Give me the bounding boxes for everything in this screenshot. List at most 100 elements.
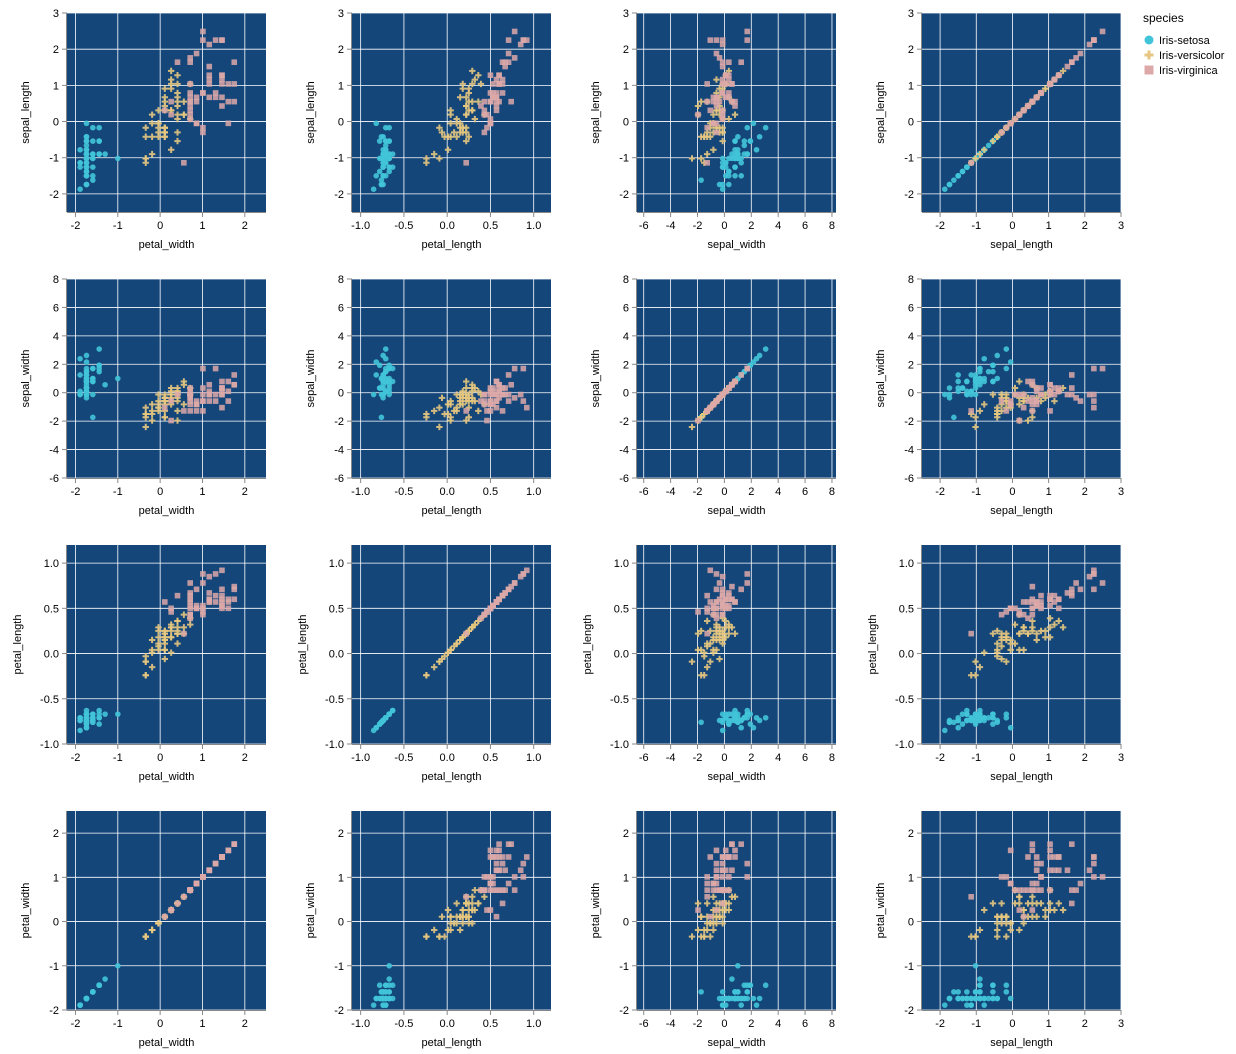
point-iris-setosa	[380, 1002, 386, 1008]
y-tick-label: 0.0	[899, 649, 914, 661]
point-iris-versicolor	[1024, 913, 1032, 920]
point-iris-versicolor	[155, 397, 162, 405]
point-iris-versicolor	[447, 120, 454, 127]
point-iris-versicolor	[1020, 920, 1027, 927]
point-iris-setosa	[1007, 359, 1014, 365]
point-iris-versicolor	[972, 414, 979, 421]
point-iris-virginica	[1029, 605, 1036, 612]
y-axis-title: sepal_width	[20, 349, 32, 407]
point-iris-virginica	[493, 391, 500, 398]
point-iris-versicolor	[161, 85, 169, 92]
point-iris-versicolor	[453, 133, 460, 140]
point-iris-setosa	[77, 1002, 83, 1008]
point-iris-setosa	[981, 378, 988, 385]
x-tick-label: -2	[71, 1018, 81, 1030]
point-iris-versicolor	[180, 378, 188, 385]
point-iris-versicolor	[441, 653, 448, 660]
point-iris-setosa	[738, 724, 745, 731]
point-iris-versicolor	[707, 933, 714, 940]
y-axis-title: petal_width	[875, 883, 887, 939]
point-iris-setosa	[719, 164, 726, 170]
point-iris-versicolor	[441, 410, 448, 418]
point-iris-versicolor	[1033, 630, 1040, 637]
point-iris-virginica	[707, 37, 714, 43]
y-tick-label: 6	[53, 302, 59, 314]
point-iris-versicolor	[701, 410, 708, 418]
point-iris-virginica	[744, 580, 751, 586]
point-iris-virginica	[710, 887, 717, 893]
point-iris-versicolor	[142, 155, 149, 162]
point-iris-versicolor	[142, 133, 149, 140]
point-iris-virginica	[719, 854, 726, 860]
point-iris-virginica	[484, 907, 490, 913]
point-iris-setosa	[977, 989, 983, 995]
point-iris-versicolor	[994, 653, 1001, 660]
point-iris-virginica	[1029, 98, 1036, 105]
point-iris-virginica	[193, 120, 200, 127]
x-tick-label: -4	[666, 752, 676, 764]
point-iris-virginica	[1025, 615, 1031, 622]
x-tick-label: 2	[748, 486, 754, 498]
point-iris-versicolor	[459, 401, 466, 408]
point-iris-versicolor	[155, 404, 162, 411]
point-iris-versicolor	[707, 124, 714, 131]
point-iris-setosa	[90, 414, 96, 421]
point-iris-virginica	[168, 111, 174, 118]
plot-background	[637, 13, 836, 212]
point-iris-versicolor	[716, 630, 723, 637]
point-iris-versicolor	[456, 124, 464, 131]
point-iris-versicolor	[167, 649, 175, 656]
point-iris-setosa	[386, 976, 393, 982]
point-iris-virginica	[187, 59, 194, 66]
point-iris-versicolor	[465, 89, 473, 97]
point-iris-versicolor	[694, 102, 702, 110]
point-iris-versicolor	[155, 634, 162, 641]
point-iris-virginica	[710, 605, 717, 612]
point-iris-versicolor	[161, 407, 169, 415]
point-iris-versicolor	[447, 646, 454, 654]
y-tick-label: 2	[908, 359, 914, 371]
y-tick-label: 0	[623, 917, 629, 929]
point-iris-versicolor	[423, 159, 430, 166]
point-iris-versicolor	[981, 401, 988, 408]
point-iris-versicolor	[713, 124, 720, 131]
point-iris-virginica	[206, 94, 213, 101]
point-iris-versicolor	[174, 397, 181, 405]
point-iris-versicolor	[707, 627, 714, 635]
point-iris-virginica	[493, 90, 500, 96]
point-iris-versicolor	[716, 655, 723, 663]
point-iris-virginica	[487, 401, 494, 408]
point-iris-virginica	[1012, 391, 1018, 398]
point-iris-versicolor	[174, 72, 181, 79]
point-iris-setosa	[968, 388, 975, 395]
point-iris-versicolor	[701, 649, 708, 656]
y-tick-label: 0	[53, 117, 59, 129]
point-iris-versicolor	[1029, 617, 1036, 625]
point-iris-virginica	[1020, 107, 1027, 114]
point-iris-virginica	[1091, 571, 1097, 577]
point-iris-virginica	[219, 592, 225, 599]
point-iris-setosa	[719, 727, 726, 734]
point-iris-versicolor	[703, 129, 711, 136]
point-iris-virginica	[206, 590, 213, 596]
point-iris-versicolor	[463, 384, 470, 392]
point-iris-setosa	[741, 714, 748, 721]
point-iris-virginica	[490, 874, 496, 880]
y-tick-label: -1	[334, 961, 344, 973]
point-iris-setosa	[96, 151, 102, 157]
point-iris-virginica	[511, 365, 518, 372]
point-iris-versicolor	[459, 80, 466, 88]
point-iris-virginica	[206, 63, 213, 70]
point-iris-virginica	[1016, 611, 1023, 618]
point-iris-virginica	[732, 378, 738, 385]
panel-petal_width-vs-sepal_width: -6 -4 -2 0 2 4 6 8 -2 -1 0 1 2 sepal_width petal_width	[590, 811, 836, 1049]
point-iris-versicolor	[976, 407, 984, 415]
point-iris-virginica	[707, 107, 714, 114]
point-iris-versicolor	[447, 920, 454, 927]
x-tick-label: -6	[639, 1018, 649, 1030]
point-iris-setosa	[1003, 346, 1010, 352]
y-tick-label: 3	[908, 8, 914, 20]
point-iris-virginica	[478, 887, 484, 893]
x-tick-label: 2	[1082, 752, 1088, 764]
point-iris-virginica	[1029, 887, 1036, 893]
